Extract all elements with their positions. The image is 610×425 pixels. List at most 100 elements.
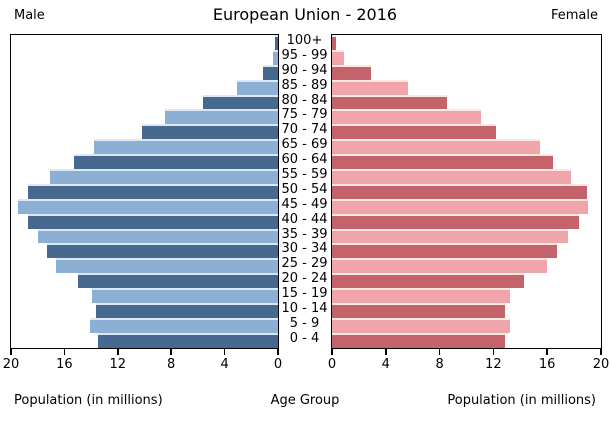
male-row-30 - 34 bbox=[11, 243, 278, 259]
female-row-85 - 89 bbox=[331, 79, 601, 95]
x-tick bbox=[10, 347, 12, 355]
female-x-axis-label: Population (in millions) bbox=[447, 393, 596, 408]
age-group-label: 65 - 69 bbox=[281, 137, 328, 153]
female-bar-70 - 74 bbox=[331, 124, 496, 140]
male-bar-0 - 4 bbox=[97, 332, 278, 348]
male-bar-10 - 14 bbox=[96, 303, 278, 318]
x-tick bbox=[546, 347, 548, 355]
female-row-75 - 79 bbox=[331, 109, 601, 125]
female-axis-title: Female bbox=[550, 8, 598, 23]
x-tick bbox=[385, 347, 387, 355]
female-row-45 - 49 bbox=[331, 198, 601, 214]
male-bar-55 - 59 bbox=[49, 169, 278, 184]
x-tick bbox=[170, 347, 172, 355]
male-row-0 - 4 bbox=[11, 332, 278, 348]
female-row-15 - 19 bbox=[331, 288, 601, 304]
female-bar-75 - 79 bbox=[331, 109, 481, 125]
female-bar-50 - 54 bbox=[331, 183, 588, 199]
male-row-80 - 84 bbox=[11, 94, 278, 110]
female-bar-90 - 94 bbox=[331, 64, 371, 80]
female-bar-80 - 84 bbox=[331, 94, 448, 110]
age-group-label: 30 - 34 bbox=[281, 241, 328, 257]
female-bars-panel bbox=[330, 34, 602, 349]
female-row-0 - 4 bbox=[331, 332, 601, 348]
male-row-35 - 39 bbox=[11, 228, 278, 244]
male-bar-80 - 84 bbox=[203, 94, 278, 110]
male-row-25 - 29 bbox=[11, 258, 278, 274]
female-bar-0 - 4 bbox=[331, 332, 505, 348]
female-row-70 - 74 bbox=[331, 124, 601, 140]
age-group-label: 20 - 24 bbox=[281, 271, 328, 287]
x-tick-label: 0 bbox=[327, 357, 337, 372]
x-tick-label: 4 bbox=[381, 357, 390, 372]
age-group-label: 25 - 29 bbox=[281, 256, 328, 272]
male-x-axis-label: Population (in millions) bbox=[14, 393, 163, 408]
age-group-label: 60 - 64 bbox=[281, 152, 328, 168]
male-row-10 - 14 bbox=[11, 303, 278, 318]
female-row-80 - 84 bbox=[331, 94, 601, 110]
female-row-65 - 69 bbox=[331, 139, 601, 155]
age-group-label: 35 - 39 bbox=[281, 226, 328, 242]
age-group-label: 5 - 9 bbox=[289, 315, 320, 331]
male-bar-60 - 64 bbox=[73, 154, 278, 170]
age-group-label: 50 - 54 bbox=[281, 181, 328, 197]
male-bar-30 - 34 bbox=[47, 243, 278, 259]
age-group-label: 85 - 89 bbox=[281, 77, 328, 93]
male-bar-15 - 19 bbox=[92, 288, 278, 304]
x-tick bbox=[492, 347, 495, 355]
female-row-40 - 44 bbox=[331, 213, 601, 229]
age-group-label: 10 - 14 bbox=[281, 301, 328, 317]
female-bar-20 - 24 bbox=[331, 273, 524, 289]
age-group-label: 100+ bbox=[286, 33, 323, 48]
x-tick-label: 12 bbox=[485, 357, 502, 372]
male-row-90 - 94 bbox=[11, 64, 278, 80]
male-axis-title: Male bbox=[14, 8, 45, 23]
female-bar-40 - 44 bbox=[331, 213, 579, 229]
male-row-75 - 79 bbox=[11, 109, 278, 125]
male-row-20 - 24 bbox=[11, 273, 278, 289]
female-bar-30 - 34 bbox=[331, 243, 558, 259]
age-group-label: 55 - 59 bbox=[281, 167, 328, 183]
female-row-60 - 64 bbox=[331, 154, 601, 170]
male-row-65 - 69 bbox=[11, 139, 278, 155]
female-bar-25 - 29 bbox=[331, 258, 547, 274]
male-bar-90 - 94 bbox=[263, 64, 278, 80]
male-bar-5 - 9 bbox=[89, 317, 278, 333]
female-row-35 - 39 bbox=[331, 228, 601, 244]
male-bars-panel bbox=[10, 34, 279, 349]
female-bar-55 - 59 bbox=[331, 169, 571, 184]
female-row-55 - 59 bbox=[331, 169, 601, 184]
female-row-10 - 14 bbox=[331, 303, 601, 318]
age-group-axis-label: Age Group bbox=[270, 393, 340, 408]
age-group-label: 70 - 74 bbox=[281, 122, 328, 138]
age-group-label: 95 - 99 bbox=[281, 47, 328, 63]
male-row-95 - 99 bbox=[11, 49, 278, 65]
female-bar-15 - 19 bbox=[331, 288, 511, 304]
female-row-5 - 9 bbox=[331, 317, 601, 333]
female-bar-10 - 14 bbox=[331, 303, 505, 318]
age-group-label: 15 - 19 bbox=[281, 286, 328, 302]
x-tick bbox=[600, 347, 602, 355]
x-tick-label: 16 bbox=[56, 357, 73, 372]
male-row-70 - 74 bbox=[11, 124, 278, 140]
x-tick bbox=[117, 347, 119, 355]
x-tick bbox=[223, 347, 226, 355]
female-bar-65 - 69 bbox=[331, 139, 540, 155]
male-bar-45 - 49 bbox=[17, 198, 278, 214]
male-bar-65 - 69 bbox=[93, 139, 278, 155]
x-tick-label: 12 bbox=[109, 357, 127, 372]
x-tick-label: 20 bbox=[2, 357, 20, 372]
x-tick bbox=[63, 347, 66, 355]
female-bar-100+ bbox=[331, 35, 336, 50]
female-bar-45 - 49 bbox=[331, 198, 589, 214]
x-tick-label: 4 bbox=[220, 357, 229, 372]
male-bar-20 - 24 bbox=[77, 273, 278, 289]
male-bar-75 - 79 bbox=[164, 109, 278, 125]
male-row-50 - 54 bbox=[11, 183, 278, 199]
female-row-95 - 99 bbox=[331, 49, 601, 65]
age-group-label: 80 - 84 bbox=[281, 92, 328, 108]
male-row-15 - 19 bbox=[11, 288, 278, 304]
male-row-55 - 59 bbox=[11, 169, 278, 184]
x-tick bbox=[277, 347, 279, 355]
